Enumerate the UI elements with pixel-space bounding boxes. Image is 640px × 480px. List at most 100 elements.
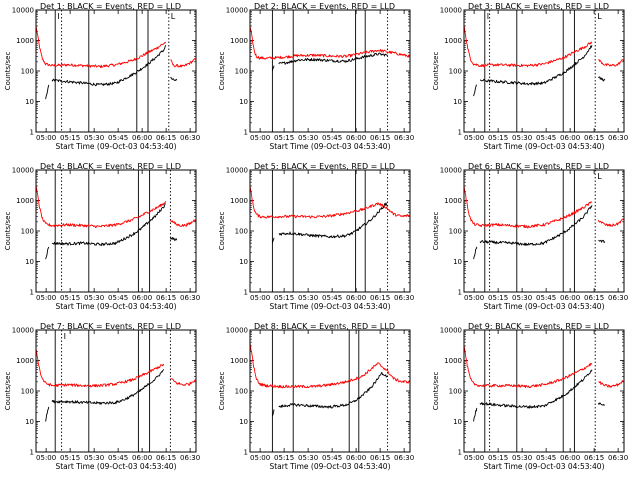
events-rate-line [598, 76, 606, 82]
y-tick-label: 1000 [444, 197, 462, 205]
y-tick-label: 1000 [444, 357, 462, 365]
panel-2: Det 2: BLACK = Events, RED = LLD Counts/s… [218, 2, 414, 151]
y-axis-label: Counts/sec [4, 372, 12, 411]
events-rate-line [51, 45, 167, 87]
events-rate-line [271, 237, 275, 244]
events-rate-line [278, 52, 388, 65]
x-tick-label: 05:00 [250, 134, 270, 142]
events-rate-line [45, 84, 50, 100]
x-tick-label: 06:15 [370, 134, 390, 142]
panel-7: Det 7: BLACK = Events, RED = LLD Counts/s… [4, 322, 200, 471]
x-tick-label: 06:15 [370, 454, 390, 462]
x-tick-label: 06:30 [394, 134, 414, 142]
panel-1: Det 1: BLACK = Events, RED = LLD Counts/s… [4, 2, 200, 151]
y-tick-label: 100 [449, 388, 462, 396]
x-tick-label: 06:30 [608, 134, 628, 142]
lld-rate-line [464, 185, 593, 229]
x-tick-label: 05:15 [60, 134, 80, 142]
y-tick-label: 1000 [230, 37, 248, 45]
panel-4: Det 4: BLACK = Events, RED = LLD Counts/s… [4, 162, 200, 311]
lld-rate-line [598, 380, 624, 388]
y-tick-label: 10 [25, 258, 34, 266]
x-tick-label: 05:00 [464, 294, 484, 302]
x-tick-label: 06:15 [584, 454, 604, 462]
events-rate-line [45, 246, 50, 260]
x-tick-label: 05:30 [84, 294, 104, 302]
y-tick-label: 1 [458, 289, 462, 297]
x-axis-label: Start Time (09-Oct-03 04:53:40) [483, 302, 604, 311]
x-tick-label: 06:15 [584, 294, 604, 302]
interval-marker-label: I [57, 12, 59, 21]
x-axis-label: Start Time (09-Oct-03 04:53:40) [269, 142, 390, 151]
y-tick-label: 1000 [16, 197, 34, 205]
x-tick-label: 06:00 [132, 454, 152, 462]
y-axis-label: Counts/sec [432, 372, 440, 411]
x-tick-label: 06:30 [608, 294, 628, 302]
y-tick-label: 1 [458, 449, 462, 457]
plot-frame [249, 9, 411, 133]
plot-frame [463, 9, 625, 133]
y-tick-label: 1 [244, 129, 248, 137]
lld-rate-line [170, 377, 196, 386]
x-tick-label: 05:15 [274, 134, 294, 142]
x-tick-label: 05:45 [322, 454, 342, 462]
y-tick-label: 1000 [444, 37, 462, 45]
x-tick-label: 05:45 [108, 454, 128, 462]
series-group [36, 185, 196, 260]
y-tick-label: 10000 [440, 167, 462, 175]
x-tick-label: 05:30 [298, 134, 318, 142]
x-tick-label: 05:00 [464, 454, 484, 462]
events-rate-line [473, 407, 478, 422]
panel-title: Det 2: BLACK = Events, RED = LLD [254, 2, 395, 11]
y-tick-label: 1 [244, 449, 248, 457]
y-axis-label: Counts/sec [218, 52, 226, 91]
x-tick-label: 05:00 [36, 454, 56, 462]
x-tick-label: 05:30 [512, 294, 532, 302]
x-tick-label: 05:00 [464, 134, 484, 142]
x-tick-label: 05:30 [84, 454, 104, 462]
x-axis-label: Start Time (09-Oct-03 04:53:40) [269, 302, 390, 311]
y-tick-label: 10 [25, 418, 34, 426]
events-rate-line [169, 236, 178, 242]
y-tick-label: 10000 [440, 7, 462, 15]
x-tick-label: 06:15 [156, 294, 176, 302]
x-tick-label: 06:00 [560, 294, 580, 302]
plot-frame [35, 9, 197, 133]
x-tick-label: 06:30 [394, 454, 414, 462]
series-group [36, 348, 196, 422]
x-tick-label: 06:00 [346, 454, 366, 462]
series-group [464, 25, 624, 97]
x-tick-label: 05:15 [60, 294, 80, 302]
x-tick-label: 06:30 [608, 454, 628, 462]
x-tick-label: 06:00 [346, 134, 366, 142]
x-tick-label: 06:00 [560, 134, 580, 142]
plot-frame [249, 169, 411, 293]
x-tick-label: 05:00 [36, 294, 56, 302]
y-tick-label: 100 [235, 68, 248, 76]
x-tick-label: 05:45 [536, 294, 556, 302]
y-axis-label: Counts/sec [4, 212, 12, 251]
x-tick-label: 05:45 [322, 294, 342, 302]
events-rate-line [271, 409, 275, 417]
y-tick-label: 100 [21, 388, 34, 396]
x-tick-label: 06:30 [180, 134, 200, 142]
y-tick-label: 10000 [226, 167, 248, 175]
lld-rate-line [464, 25, 593, 68]
x-tick-label: 06:15 [156, 134, 176, 142]
y-tick-label: 10000 [12, 167, 34, 175]
lld-rate-line [464, 345, 593, 389]
x-tick-label: 06:00 [560, 454, 580, 462]
x-tick-label: 05:15 [488, 454, 508, 462]
panel-6: Det 6: BLACK = Events, RED = LLD Counts/s… [432, 162, 628, 311]
x-tick-label: 05:45 [536, 454, 556, 462]
series-group [250, 342, 410, 417]
panel-title: Det 9: BLACK = Events, RED = LLD [468, 322, 609, 331]
y-tick-label: 10000 [12, 7, 34, 15]
lld-rate-line [597, 218, 624, 227]
interval-marker-label: I [487, 12, 489, 21]
x-tick-label: 06:00 [132, 134, 152, 142]
y-tick-label: 1 [30, 449, 34, 457]
lld-rate-line [36, 185, 167, 229]
y-tick-label: 10 [25, 98, 34, 106]
